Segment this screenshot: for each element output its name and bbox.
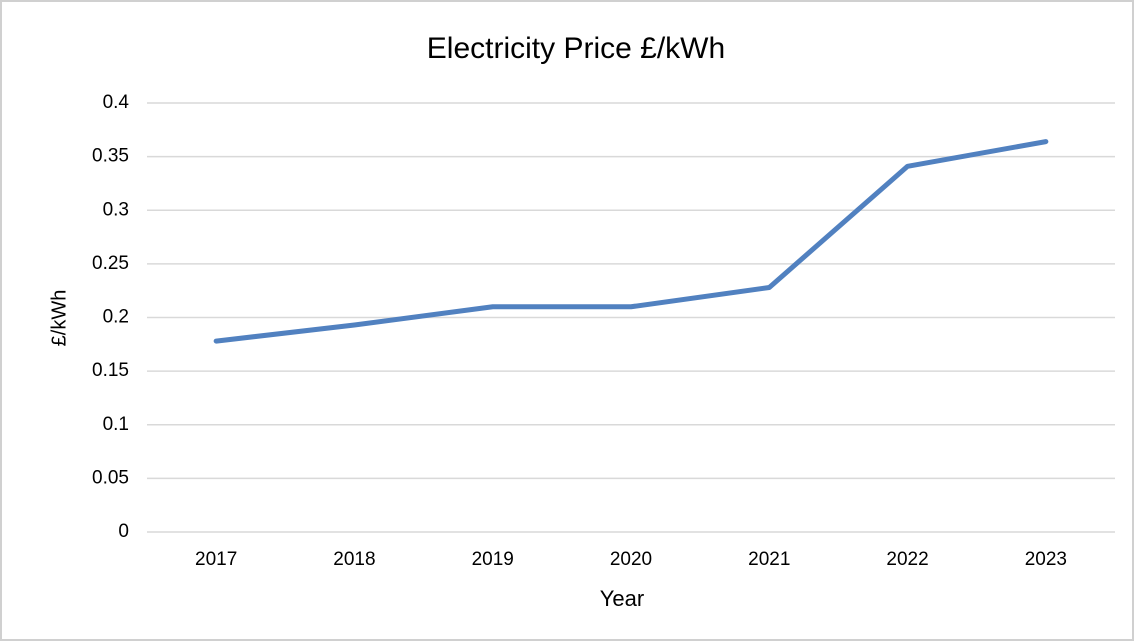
x-tick-label: 2019 xyxy=(472,549,514,570)
y-tick-label: 0.3 xyxy=(103,199,129,220)
y-tick-label: 0.25 xyxy=(92,253,129,274)
x-tick-label: 2023 xyxy=(1025,549,1067,570)
chart-title: Electricity Price £/kWh xyxy=(427,32,725,65)
x-tick-label: 2020 xyxy=(610,549,652,570)
x-tick-label: 2022 xyxy=(886,549,928,570)
y-tick-label: 0.15 xyxy=(92,360,129,381)
y-tick-label: 0.1 xyxy=(103,414,129,435)
y-tick-label: 0.2 xyxy=(103,307,129,328)
x-tick-label: 2021 xyxy=(748,549,790,570)
x-axis-label: Year xyxy=(600,586,644,611)
y-axis-label: £/kWh xyxy=(48,290,70,347)
x-tick-label: 2017 xyxy=(195,549,237,570)
y-tick-label: 0.05 xyxy=(92,467,129,488)
y-tick-label: 0 xyxy=(118,521,129,542)
x-tick-label: 2018 xyxy=(333,549,375,570)
y-tick-label: 0.35 xyxy=(92,146,129,167)
data-line xyxy=(213,139,1049,344)
y-tick-label: 0.4 xyxy=(103,92,130,113)
